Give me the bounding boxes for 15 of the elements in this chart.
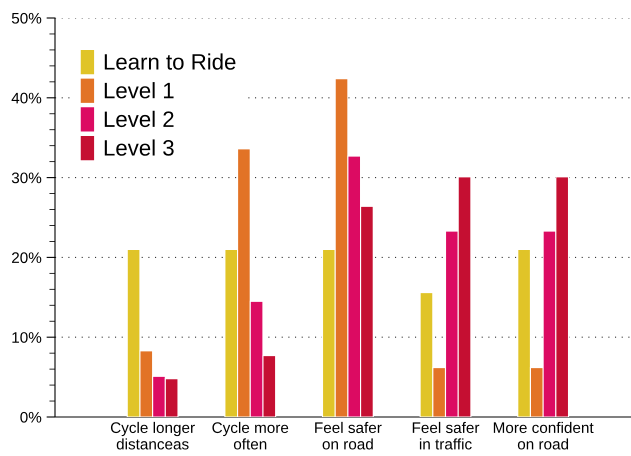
legend-label: Level 2 [104,110,174,128]
y-tick-label: 0% [20,412,42,423]
x-tick-label: Feel safer in traffic [412,422,480,450]
x-tick-label: More confident on road [494,422,594,450]
x-tick-label: Cycle more often [212,422,288,450]
legend-label: Level 3 [104,139,174,156]
x-tick-label: Feel safer on road [315,422,382,450]
legend-label: Learn to Ride [104,53,236,70]
x-tick-label: Cycle longer distanceas [110,422,195,450]
y-tick-label: 40% [12,92,42,104]
legend-label: Level 1 [104,82,174,98]
y-tick-label: 20% [12,252,42,264]
y-tick-label: 30% [12,172,42,184]
y-tick-label: 10% [12,332,42,343]
y-tick-label: 50% [12,12,42,24]
